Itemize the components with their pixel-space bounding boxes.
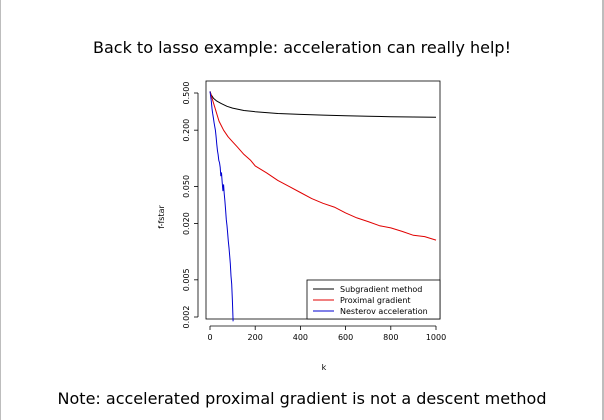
legend-entry: Subgradient method xyxy=(340,285,422,294)
series-line-subgradient-method xyxy=(209,91,437,118)
slide-title: Back to lasso example: acceleration can … xyxy=(92,38,511,57)
y-axis-label: f-fstar xyxy=(157,205,166,229)
slide-note: Note: accelerated proximal gradient is n… xyxy=(57,389,547,408)
x-tick-label: 800 xyxy=(383,333,398,342)
y-tick-label: 0.005 xyxy=(182,268,191,291)
slide-right-edge xyxy=(602,0,604,420)
y-tick-label: 0.050 xyxy=(182,175,191,198)
legend-entry: Proximal gradient xyxy=(340,296,411,305)
x-tick-label: 1000 xyxy=(426,333,446,342)
x-tick-label: 400 xyxy=(293,333,308,342)
legend-entry: Nesterov acceleration xyxy=(340,307,428,316)
x-tick-label: 0 xyxy=(207,333,212,342)
x-tick-label: 200 xyxy=(248,333,263,342)
slide-left-edge xyxy=(0,0,1,420)
x-tick-label: 600 xyxy=(338,333,353,342)
y-tick-label: 0.500 xyxy=(182,82,191,105)
y-tick-label: 0.002 xyxy=(182,306,191,329)
y-tick-label: 0.020 xyxy=(182,212,191,235)
legend-box xyxy=(306,279,441,320)
x-axis-label: k xyxy=(322,363,327,372)
y-tick-label: 0.200 xyxy=(182,119,191,142)
series-line-nesterov-acceleration xyxy=(209,91,234,322)
series-line-proximal-gradient xyxy=(209,91,437,241)
lasso-convergence-chart: 0.002 0.005 0.020 0.050 0.200 0.500 0 200 400 60… xyxy=(157,80,446,372)
